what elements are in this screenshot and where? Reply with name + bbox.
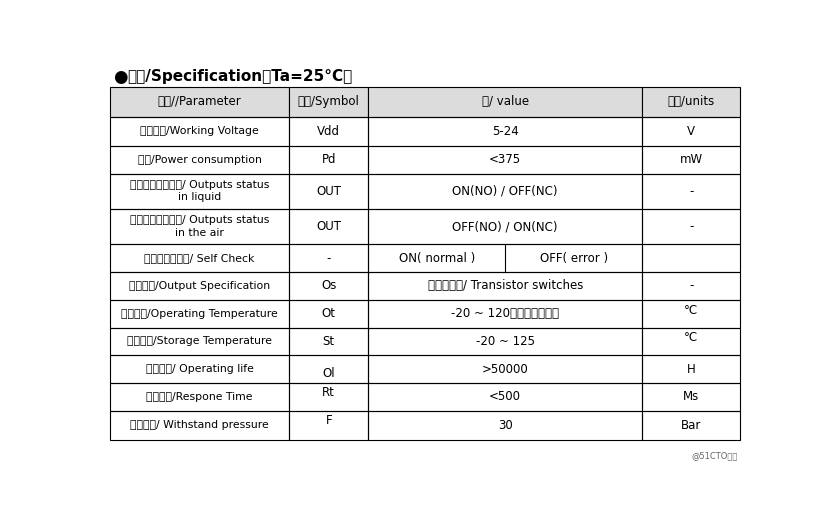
Text: Bar: Bar <box>680 419 700 432</box>
Bar <box>289 327 368 355</box>
Bar <box>642 87 739 116</box>
Bar <box>109 146 289 173</box>
Text: OUT: OUT <box>316 185 341 198</box>
Bar <box>368 383 642 411</box>
Text: OFF(NO) / ON(NC): OFF(NO) / ON(NC) <box>452 220 557 233</box>
Bar <box>289 272 368 300</box>
Bar <box>368 355 642 383</box>
Bar <box>289 146 368 173</box>
Text: 单位/units: 单位/units <box>667 96 714 109</box>
Text: -20 ~ 125: -20 ~ 125 <box>475 335 534 348</box>
Bar <box>109 411 289 440</box>
Bar <box>642 209 739 244</box>
Bar <box>289 300 368 327</box>
Text: >50000: >50000 <box>481 363 528 376</box>
Text: 晶体管开关/ Transistor switches: 晶体管开关/ Transistor switches <box>427 279 582 292</box>
Bar <box>289 383 368 411</box>
Text: Ms: Ms <box>682 390 698 404</box>
Text: Os: Os <box>320 279 336 292</box>
Text: <500: <500 <box>489 390 521 404</box>
Bar <box>109 383 289 411</box>
Bar <box>109 116 289 146</box>
Text: F: F <box>325 414 332 427</box>
Bar <box>289 355 368 383</box>
Bar <box>642 300 739 327</box>
Text: 30: 30 <box>498 419 512 432</box>
Text: °C: °C <box>683 304 697 317</box>
Bar <box>642 327 739 355</box>
Text: 传感器自检输出/ Self Check: 传感器自检输出/ Self Check <box>144 253 254 263</box>
Text: St: St <box>322 335 335 348</box>
Bar <box>368 411 642 440</box>
Bar <box>289 209 368 244</box>
Text: 在液体中输出状态/ Outputs status
in liquid: 在液体中输出状态/ Outputs status in liquid <box>130 180 269 203</box>
Text: -20 ~ 120（表面无结霜）: -20 ~ 120（表面无结霜） <box>450 307 559 320</box>
Text: OFF( error ): OFF( error ) <box>539 252 607 265</box>
Text: ON( normal ): ON( normal ) <box>398 252 474 265</box>
Text: mW: mW <box>679 153 702 166</box>
Text: 工作寿命/ Operating life: 工作寿命/ Operating life <box>146 364 253 374</box>
Text: 工作电压/Working Voltage: 工作电压/Working Voltage <box>140 126 258 136</box>
Text: -: - <box>688 185 692 198</box>
Text: Ol: Ol <box>322 367 335 380</box>
Bar <box>368 173 642 209</box>
Text: 符号/Symbol: 符号/Symbol <box>297 96 359 109</box>
Text: Vdd: Vdd <box>317 125 339 138</box>
Bar <box>642 383 739 411</box>
Text: ON(NO) / OFF(NC): ON(NO) / OFF(NC) <box>452 185 557 198</box>
Text: 响应时间/Respone Time: 响应时间/Respone Time <box>147 392 253 402</box>
Bar <box>642 116 739 146</box>
Text: -: - <box>688 279 692 292</box>
Text: -: - <box>688 220 692 233</box>
Bar <box>642 146 739 173</box>
Bar <box>368 327 642 355</box>
Bar <box>109 209 289 244</box>
Bar <box>642 411 739 440</box>
Bar <box>109 87 289 116</box>
Text: Pd: Pd <box>321 153 335 166</box>
Text: H: H <box>686 363 695 376</box>
Text: <375: <375 <box>489 153 521 166</box>
Text: ●: ● <box>113 67 128 86</box>
Text: 承受压力/ Withstand pressure: 承受压力/ Withstand pressure <box>130 420 268 430</box>
Bar <box>289 173 368 209</box>
Text: 5-24: 5-24 <box>491 125 518 138</box>
Text: °C: °C <box>683 331 697 345</box>
Text: Ot: Ot <box>321 307 335 320</box>
Text: 功率/Power consumption: 功率/Power consumption <box>137 155 261 164</box>
Bar <box>289 87 368 116</box>
Bar <box>109 244 289 272</box>
Bar <box>642 272 739 300</box>
Text: 存储温度/Storage Temperature: 存储温度/Storage Temperature <box>127 336 272 347</box>
Text: 参数//Parameter: 参数//Parameter <box>157 96 241 109</box>
Bar <box>109 300 289 327</box>
Bar <box>289 116 368 146</box>
Bar <box>368 272 642 300</box>
Bar <box>368 146 642 173</box>
Text: 特性/Specification（Ta=25°C）: 特性/Specification（Ta=25°C） <box>127 69 352 84</box>
Bar <box>289 244 368 272</box>
Bar <box>289 411 368 440</box>
Text: @51CTO博客: @51CTO博客 <box>691 451 738 460</box>
Bar <box>109 272 289 300</box>
Bar <box>368 116 642 146</box>
Bar <box>368 209 642 244</box>
Text: 在空气中输出状态/ Outputs status
in the air: 在空气中输出状态/ Outputs status in the air <box>130 216 269 238</box>
Bar <box>109 327 289 355</box>
Text: 値/ value: 値/ value <box>481 96 528 109</box>
Bar <box>368 244 642 272</box>
Bar <box>368 87 642 116</box>
Text: 工作温度/Operating Temperature: 工作温度/Operating Temperature <box>121 309 277 318</box>
Bar <box>642 355 739 383</box>
Bar <box>642 244 739 272</box>
Text: Rt: Rt <box>322 386 335 399</box>
Text: V: V <box>686 125 694 138</box>
Bar <box>109 355 289 383</box>
Text: -: - <box>326 252 330 265</box>
Bar <box>642 173 739 209</box>
Text: 输出特性/Output Specification: 输出特性/Output Specification <box>129 281 270 291</box>
Text: OUT: OUT <box>316 220 341 233</box>
Bar <box>368 300 642 327</box>
Bar <box>109 173 289 209</box>
